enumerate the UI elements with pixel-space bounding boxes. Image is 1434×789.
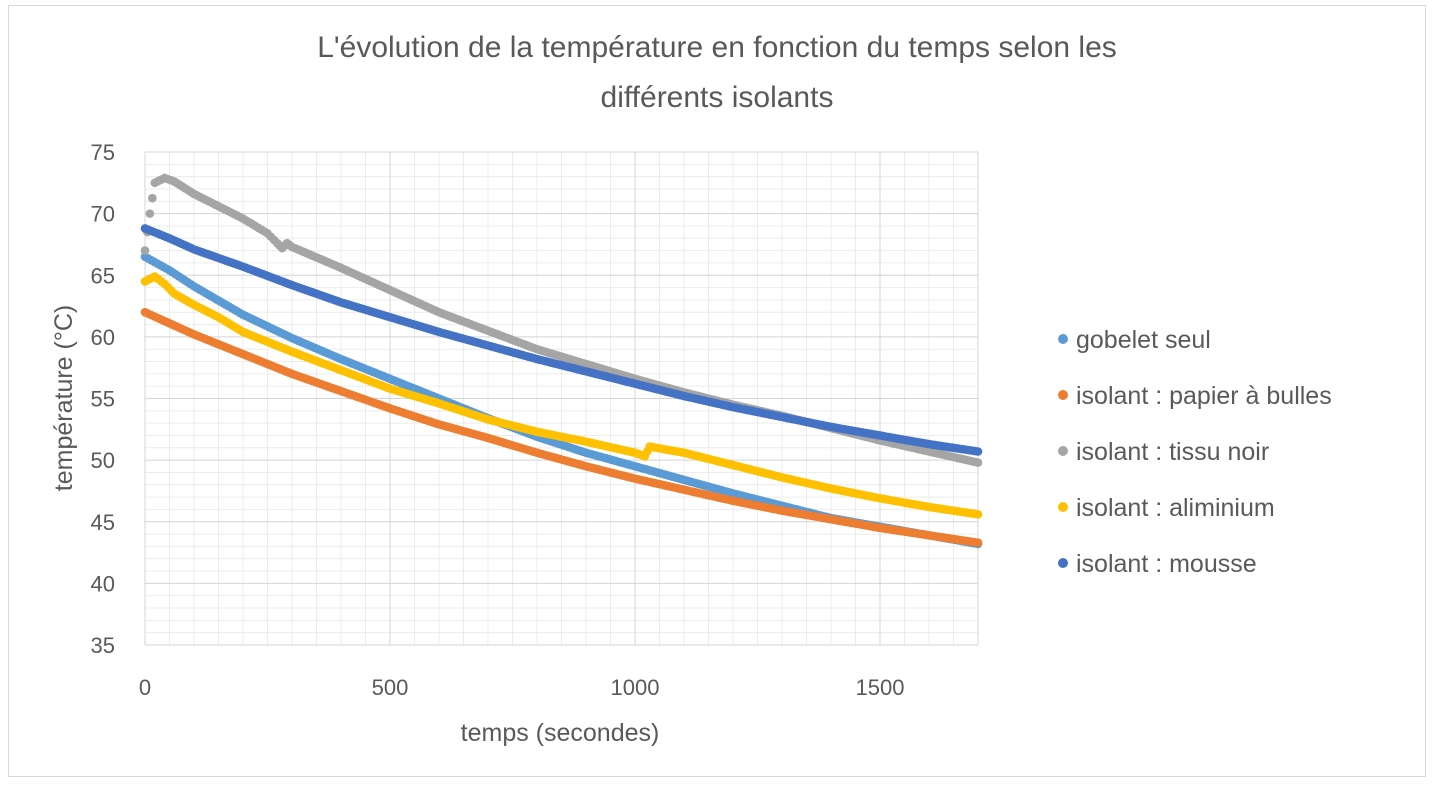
chart-title-line-2: différents isolants [601,81,834,114]
y-tick-label: 45 [91,510,115,535]
legend-label: isolant : mousse [1076,550,1257,578]
legend-marker [1058,446,1068,456]
y-tick-label: 35 [91,633,115,658]
data-point [973,538,983,548]
y-tick-label: 40 [91,571,115,596]
legend-label: isolant : papier à bulles [1076,382,1332,410]
series-5 [140,224,983,456]
data-point [140,246,150,255]
x-tick-label: 500 [372,675,409,700]
chart-title-line-1: L'évolution de la température en fonctio… [317,31,1117,64]
legend-label: isolant : aliminium [1076,494,1275,522]
legend: gobelet seul isolant : papier à bulles iso… [1058,326,1332,578]
data-series [140,173,983,549]
series-4 [140,272,983,519]
legend-label: isolant : tissu noir [1076,438,1269,466]
chart-area [8,5,1426,777]
y-tick-label: 55 [91,387,115,412]
x-axis-title: temps (secondes) [461,719,660,747]
legend-label: gobelet seul [1076,326,1211,354]
data-point [973,458,983,467]
y-tick-label: 70 [91,202,115,227]
y-tick-label: 75 [91,140,115,165]
data-point [145,209,155,218]
gridlines [144,151,979,646]
tick-labels: 0 500 1000 1500 35 40 45 50 55 60 65 70 75 [91,140,905,700]
x-tick-label: 0 [139,675,151,700]
data-point [973,447,983,456]
y-axis-title: température (°C) [50,305,78,491]
x-tick-label: 1500 [856,675,905,700]
legend-marker [1058,390,1068,400]
y-tick-label: 50 [91,448,115,473]
y-tick-label: 65 [91,263,115,288]
data-point [148,193,157,203]
y-tick-label: 60 [91,325,115,350]
x-tick-label: 1000 [611,675,660,700]
legend-marker [1058,334,1068,344]
series-1 [140,252,983,549]
data-point [973,510,983,519]
legend-marker [1058,558,1068,568]
legend-marker [1058,502,1068,512]
series-2 [140,307,983,548]
